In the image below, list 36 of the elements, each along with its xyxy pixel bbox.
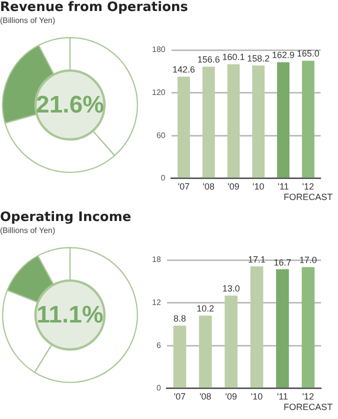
data-label: 165.0	[296, 48, 320, 59]
x-tick-label: '07	[178, 181, 190, 192]
x-tick-label: '07	[174, 391, 186, 402]
chart-title: Operating Income	[0, 210, 132, 225]
y-tick-label: 6	[156, 340, 162, 350]
data-label: 16.7	[274, 257, 292, 268]
data-label: 8.8	[173, 314, 186, 324]
chart-title: Revenue from Operations	[0, 0, 188, 15]
x-tick-label: '09	[225, 391, 237, 402]
x-tick-label: '08	[200, 391, 212, 402]
x-tick-label: '10	[252, 181, 264, 192]
data-label: 17.0	[299, 255, 317, 266]
data-label: 156.6	[197, 54, 220, 65]
data-label: 158.2	[247, 54, 270, 64]
chart-subtitle: (Billions of Yen)	[0, 16, 56, 25]
x-tick-label: '11	[278, 181, 289, 192]
y-tick-label: 60	[156, 130, 166, 140]
x-tick-label: '09	[228, 181, 240, 192]
x-tick-label: '08	[202, 181, 215, 192]
data-label: 162.9	[272, 50, 295, 60]
y-tick-label: 0	[156, 384, 162, 393]
chart-subtitle: (Billions of Yen)	[0, 226, 56, 235]
y-tick-label: 18	[152, 255, 162, 264]
data-label: 142.6	[172, 64, 196, 75]
text: 11.1%	[36, 302, 104, 329]
y-tick-label: 120	[152, 88, 166, 98]
y-tick-label: 180	[152, 45, 166, 54]
data-label: 10.2	[196, 304, 214, 314]
data-label: 13.0	[222, 284, 240, 294]
data-label: 160.1	[222, 52, 245, 62]
y-tick-label: 12	[152, 298, 162, 308]
text: 21.6%	[36, 92, 104, 119]
x-tick-label: '10	[250, 391, 263, 402]
y-tick-label: 0	[160, 174, 166, 183]
data-label: 17.1	[248, 254, 266, 264]
x-tick-label: '11	[276, 391, 288, 402]
